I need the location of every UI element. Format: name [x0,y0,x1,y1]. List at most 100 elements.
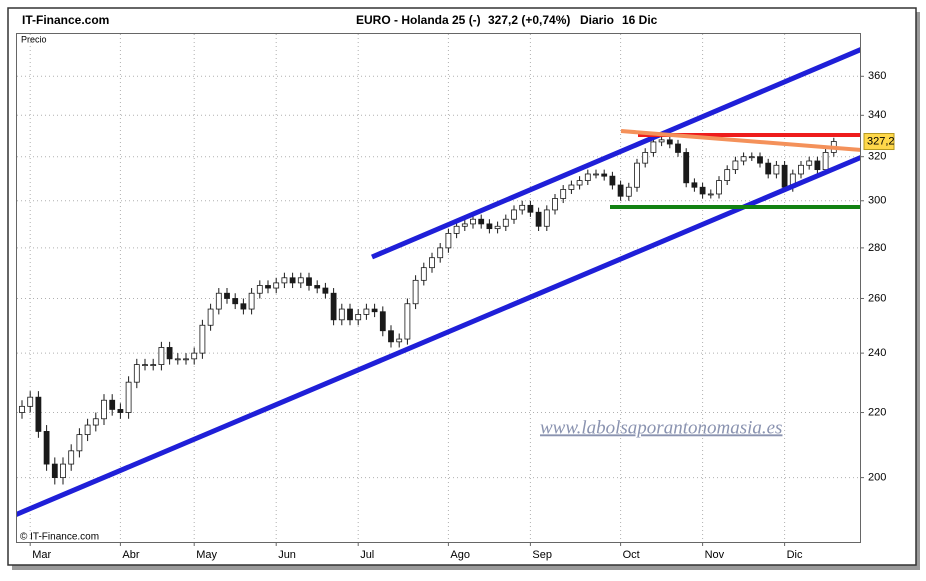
y-tick-label: 300 [868,195,886,207]
candle-body [470,218,476,225]
candle-body [601,173,608,177]
y-tick-label: 340 [868,109,886,121]
candle-body [215,292,222,310]
candle-body [240,303,247,310]
candle-body [814,160,821,171]
candle-body [535,211,542,227]
candle-body [806,160,813,166]
candle-body [281,277,288,284]
trendline [620,129,860,152]
y-tick-label: 360 [868,70,886,82]
candle-body [675,143,681,153]
candle-body [166,347,173,360]
candle-body [773,164,780,175]
candle-body [330,292,337,321]
brand: IT-Finance.com [22,13,109,27]
trendlines [17,47,860,517]
candle-body [560,189,567,199]
chart-title: EURO - Holanda 25 (-) [356,13,481,27]
candle-body [740,156,747,162]
candle-body [289,277,296,284]
candle-body [273,282,280,289]
candle-body [76,434,83,452]
copyright: © IT-Finance.com [20,532,99,543]
candle-body [35,396,42,432]
candle-body [232,298,239,305]
candle-body [51,463,58,479]
candle-body [502,218,509,227]
x-tick-label: Abr [122,549,139,561]
candle-body [666,139,673,145]
candle-body [256,285,263,294]
candle-body [355,314,362,321]
candle-body [101,399,107,420]
candle-body [19,405,25,413]
candle-body [248,292,255,310]
candle-body [224,292,230,299]
candle-body [43,431,50,465]
candle-body [798,164,804,175]
x-tick-label: Sep [532,549,552,561]
candle-body [543,209,550,227]
date: 16 Dic [622,13,658,27]
candle-body [486,223,493,230]
candle-body [511,209,517,220]
candle-body [92,418,99,426]
candle-body [379,311,386,332]
y-tick-label: 200 [868,472,886,484]
candle-body [683,152,690,184]
y-label: Precio [21,34,47,44]
trendline [371,47,860,260]
candle-body [699,186,706,195]
candle-body [338,308,345,321]
x-tick-label: Nov [705,549,725,561]
candle-body [388,330,394,343]
candles [19,135,837,485]
y-tick-label: 240 [868,347,886,359]
candle-body [748,156,755,159]
candle-body [765,162,772,175]
candle-body [494,225,501,230]
candle-body [404,303,411,340]
candle-body [691,182,698,188]
candle-body [60,463,66,479]
y-tick-label: 280 [868,242,886,254]
x-tick-label: Ago [450,549,470,561]
candle-body [527,204,534,213]
axes: 200 220 240 260 280 300 320 340 360 Mar Abr May Jun J… [29,70,895,561]
candle-body [174,358,181,361]
candle-body [642,152,649,164]
candle-body [314,285,321,289]
x-tick-label: May [196,549,217,561]
candle-body [363,308,370,315]
candle-body [27,396,34,407]
candle-body [117,409,124,413]
candle-body [478,218,485,225]
candle-body [84,424,91,436]
x-tick-label: Oct [623,549,640,561]
watermark: www.labolsaporantonomasia.es [540,417,782,438]
candle-body [732,160,739,171]
candle-body [150,364,157,366]
candle-body [142,364,148,366]
candle-body [437,247,444,259]
y-tick-label: 220 [868,406,886,418]
candle-body [133,364,140,383]
candle-body [617,184,624,197]
candle-body [199,324,206,354]
plot-area [16,33,861,543]
candle-body [322,287,329,294]
candle-body [109,399,116,410]
candle-body [757,156,763,164]
candle-body [658,139,665,143]
candle-body [552,198,558,211]
candle-body [519,204,526,211]
candle-body [183,358,189,361]
candle-body [453,225,460,234]
candle-body [822,152,829,171]
candle-body [429,257,435,269]
y-tick-label: 320 [868,151,886,163]
candle-body [707,193,714,196]
period: Diario [580,13,614,27]
